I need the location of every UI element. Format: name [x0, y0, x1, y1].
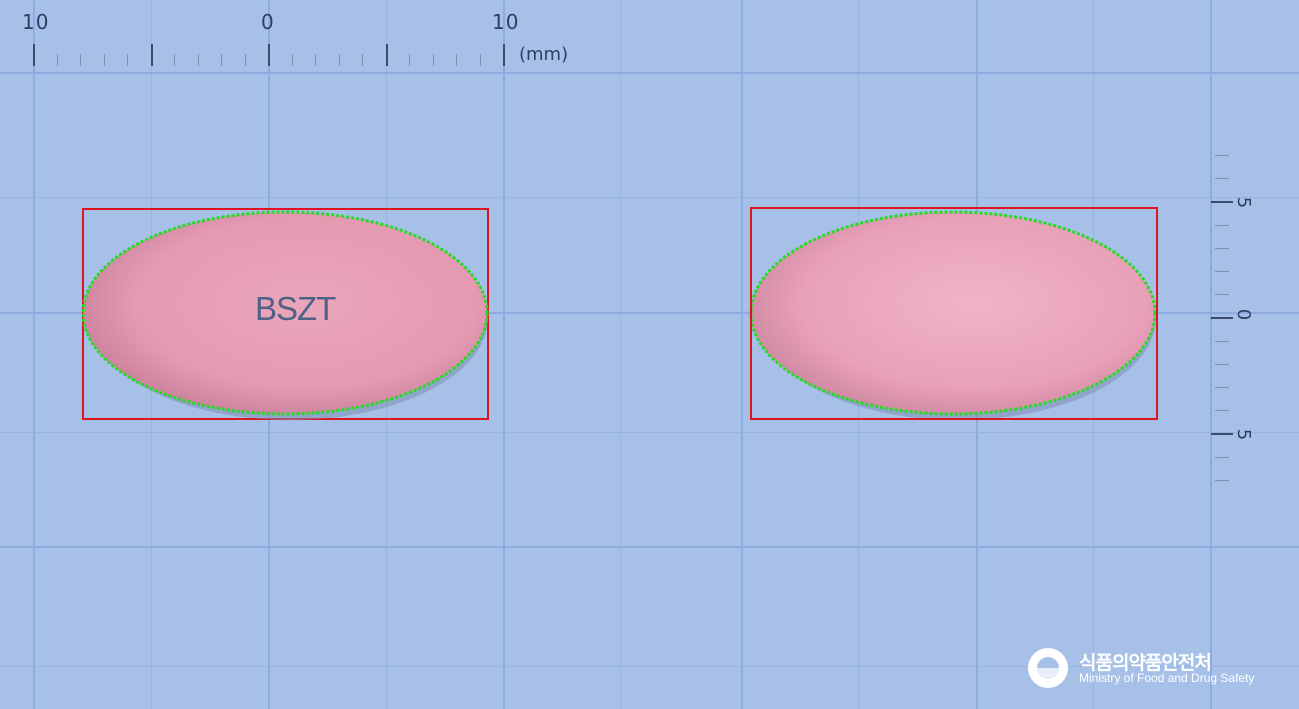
- ruler-tick: [1211, 201, 1233, 204]
- ruler-tick: [1215, 155, 1229, 156]
- ruler-tick: [385, 44, 388, 66]
- grid-line: [741, 0, 743, 709]
- grid-line: [1210, 0, 1212, 709]
- logo-korean-text: 식품의약품안전처: [1079, 652, 1212, 674]
- ruler-tick: [503, 44, 505, 66]
- grid-line: [0, 432, 1299, 433]
- ruler-tick: [338, 54, 340, 66]
- ruler-tick: [1211, 433, 1233, 436]
- ruler-unit: (mm): [519, 44, 569, 65]
- ruler-tick: [1215, 456, 1229, 458]
- ruler-label: 10: [492, 10, 520, 34]
- ruler-tick: [197, 54, 199, 66]
- ruler-tick: [1215, 224, 1229, 226]
- ruler-tick: [150, 44, 153, 66]
- ruler-tick: [56, 54, 58, 66]
- ruler-tick: [456, 54, 457, 66]
- ruler-tick: [1215, 247, 1229, 249]
- mfds-emblem-icon: [1028, 648, 1068, 688]
- ruler-tick: [1215, 410, 1229, 412]
- ruler-label: 10: [22, 10, 50, 34]
- ruler-tick: [1215, 178, 1229, 180]
- ruler-tick: [315, 54, 316, 66]
- ruler-tick: [1215, 363, 1229, 365]
- mfds-logo: 식품의약품안전처 Ministry of Food and Drug Safet…: [1028, 646, 1278, 692]
- grid-line: [0, 72, 1299, 74]
- grid-line: [0, 312, 1299, 314]
- ruler-tick: [221, 54, 222, 66]
- ruler-tick: [174, 54, 175, 66]
- grid-line: [33, 0, 35, 709]
- ruler-tick: [1215, 479, 1229, 481]
- ruler-tick: [244, 54, 246, 66]
- ruler-tick: [80, 54, 81, 66]
- grid-line: [503, 0, 505, 709]
- ruler-tick: [409, 54, 410, 66]
- grid-line: [0, 197, 1299, 198]
- ruler-tick: [1215, 387, 1229, 388]
- ruler-tick: [1215, 271, 1229, 272]
- logo-english-text: Ministry of Food and Drug Safety: [1079, 671, 1255, 685]
- ruler-tick: [33, 44, 35, 66]
- ruler-label: 0: [261, 10, 275, 34]
- grid-line: [0, 546, 1299, 548]
- ruler-tick: [362, 54, 363, 66]
- grid-line: [620, 0, 621, 709]
- ruler-tick: [432, 54, 434, 66]
- ruler-tick: [291, 54, 293, 66]
- ruler-tick: [268, 44, 270, 66]
- pill-bounding-box: [750, 207, 1158, 420]
- top-ruler: 10 0 10 (mm): [0, 0, 568, 72]
- ruler-tick: [1215, 294, 1229, 296]
- ruler-tick: [1215, 340, 1229, 342]
- ruler-tick: [479, 54, 481, 66]
- ruler-tick: [127, 54, 128, 66]
- ruler-tick: [1211, 317, 1233, 320]
- right-ruler: 5 0 5: [1205, 140, 1285, 510]
- ruler-tick: [103, 54, 105, 66]
- pill-imprint: BSZT: [255, 290, 336, 327]
- grid-line: [0, 666, 1299, 667]
